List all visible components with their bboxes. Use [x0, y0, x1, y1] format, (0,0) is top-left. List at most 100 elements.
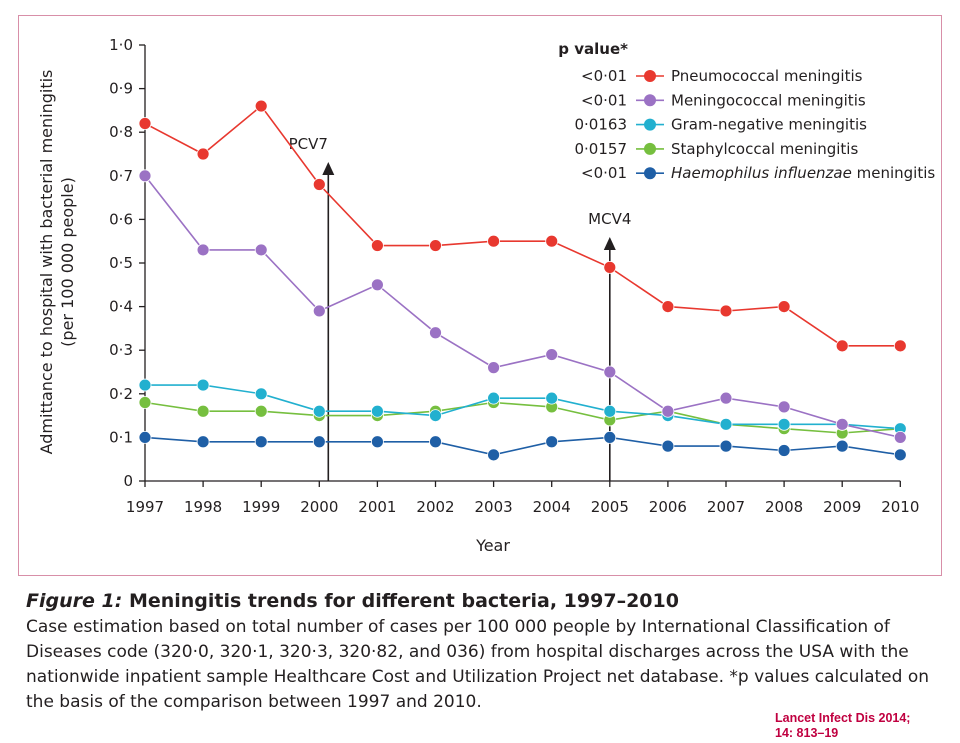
legend-header: p value*	[558, 40, 628, 58]
data-point-gram-negative-meningitis	[777, 417, 791, 431]
series-group	[138, 99, 907, 462]
data-point-staphylcoccal-meningitis	[254, 404, 268, 418]
legend-label-staphylcoccal-meningitis: Staphylcoccal meningitis	[671, 140, 858, 158]
axes: 0 0·1 0·2 0·3 0·4 0·5 0·6 0·7 0·8 0·9 1·0 1997 1998 1…	[109, 36, 919, 516]
pcv7-label: PCV7	[289, 135, 328, 153]
x-axis-label: Year	[475, 536, 510, 555]
y-tick-label: 0	[123, 472, 133, 490]
legend-marker-haemophilus-influenzae-meningitis	[644, 167, 656, 180]
data-point-gram-negative-meningitis	[545, 391, 559, 405]
y-tick-label: 0·4	[109, 298, 133, 316]
data-point-haemophilus-influenzae-meningitis	[429, 435, 442, 449]
x-tick-label: 2000	[300, 498, 338, 516]
data-point-staphylcoccal-meningitis	[196, 404, 210, 418]
data-point-meningococcal-meningitis	[835, 417, 849, 431]
legend-label-haemophilus-influenzae-meningitis: Haemophilus influenzae meningitis	[671, 164, 935, 182]
legend-pvalue-gram-negative-meningitis: 0·0163	[575, 116, 628, 134]
caption-figure-label: Figure 1:	[26, 590, 123, 612]
data-point-pneumococcal-meningitis	[196, 147, 210, 161]
x-tick-label: 2002	[416, 498, 454, 516]
legend-pvalue-pneumococcal-meningitis: <0·01	[581, 67, 627, 85]
data-point-haemophilus-influenzae-meningitis	[254, 435, 268, 449]
data-point-haemophilus-influenzae-meningitis	[719, 439, 733, 453]
y-tick-label: 0·5	[109, 254, 133, 272]
x-tick-label: 2003	[475, 498, 513, 516]
line-chart: 0 0·1 0·2 0·3 0·4 0·5 0·6 0·7 0·8 0·9 1·0 1997 1998 1…	[37, 36, 935, 555]
data-point-pneumococcal-meningitis	[777, 300, 791, 314]
series-staphylcoccal-meningitis	[138, 396, 907, 440]
data-point-meningococcal-meningitis	[661, 404, 675, 418]
data-point-gram-negative-meningitis	[370, 404, 384, 418]
data-point-gram-negative-meningitis	[429, 409, 442, 423]
data-point-gram-negative-meningitis	[254, 387, 268, 401]
y-tick-label: 1·0	[109, 36, 133, 54]
series-line-meningococcal-meningitis	[144, 175, 901, 439]
data-point-meningococcal-meningitis	[719, 391, 733, 405]
data-point-meningococcal-meningitis	[370, 278, 384, 292]
x-tick-label: 2004	[533, 498, 571, 516]
data-point-meningococcal-meningitis	[254, 243, 268, 257]
y-tick-label: 0·7	[109, 167, 133, 185]
series-haemophilus-influenzae-meningitis	[138, 430, 907, 462]
data-point-haemophilus-influenzae-meningitis	[138, 430, 152, 444]
series-line-pneumococcal-meningitis	[144, 104, 901, 347]
legend-label-pneumococcal-meningitis: Pneumococcal meningitis	[671, 67, 863, 85]
mcv4-arrow-head	[603, 237, 616, 250]
data-point-staphylcoccal-meningitis	[138, 396, 152, 409]
x-tick-label: 2001	[358, 498, 396, 516]
data-point-meningococcal-meningitis	[545, 348, 559, 361]
y-axis-label: Admittance to hospital with bacterial me…	[37, 70, 56, 455]
annotations: PCV7 MCV4	[289, 135, 631, 481]
legend: p value* <0·01 Pneumococcal meningitis <0·0…	[558, 40, 935, 182]
x-tick-label: 2009	[823, 498, 861, 516]
data-point-haemophilus-influenzae-meningitis	[196, 435, 210, 449]
series-line-haemophilus-influenzae-meningitis	[144, 436, 901, 456]
data-point-meningococcal-meningitis	[893, 430, 907, 444]
data-point-pneumococcal-meningitis	[603, 260, 617, 274]
chart-frame	[18, 15, 942, 576]
y-tick-label: 0·1	[109, 428, 133, 446]
data-point-pneumococcal-meningitis	[661, 300, 675, 314]
data-point-haemophilus-influenzae-meningitis	[893, 448, 907, 462]
data-point-meningococcal-meningitis	[777, 400, 791, 414]
x-tick-label: 2008	[765, 498, 803, 516]
x-tick-label: 2005	[591, 498, 629, 516]
data-point-haemophilus-influenzae-meningitis	[835, 439, 849, 453]
mcv4-label: MCV4	[588, 210, 631, 228]
series-line-staphylcoccal-meningitis	[144, 401, 901, 434]
data-point-pneumococcal-meningitis	[138, 117, 152, 130]
data-point-haemophilus-influenzae-meningitis	[603, 430, 617, 444]
data-point-pneumococcal-meningitis	[545, 234, 559, 248]
series-gram-negative-meningitis	[138, 378, 907, 436]
series-meningococcal-meningitis	[138, 169, 907, 444]
citation-line-2: 14: 813–19	[775, 726, 839, 740]
data-point-gram-negative-meningitis	[487, 391, 501, 405]
y-tick-label: 0·3	[109, 341, 133, 359]
legend-marker-gram-negative-meningitis	[644, 118, 656, 131]
citation: Lancet Infect Dis 2014; 14: 813–19	[775, 711, 910, 741]
data-point-pneumococcal-meningitis	[719, 304, 733, 318]
data-point-haemophilus-influenzae-meningitis	[487, 448, 501, 462]
x-tick-label: 1997	[126, 498, 164, 516]
legend-label-gram-negative-meningitis: Gram-negative meningitis	[671, 116, 867, 134]
data-point-pneumococcal-meningitis	[312, 178, 326, 191]
legend-label-italic: Haemophilus influenzae	[671, 164, 852, 182]
data-point-pneumococcal-meningitis	[487, 234, 501, 248]
pcv7-arrow-head	[322, 162, 335, 175]
legend-marker-staphylcoccal-meningitis	[644, 142, 656, 155]
data-point-meningococcal-meningitis	[196, 243, 210, 257]
data-point-meningococcal-meningitis	[429, 326, 442, 340]
caption-title: Figure 1: Meningitis trends for differen…	[26, 590, 936, 612]
legend-pvalue-staphylcoccal-meningitis: 0·0157	[575, 140, 628, 158]
data-point-pneumococcal-meningitis	[429, 239, 442, 252]
data-point-gram-negative-meningitis	[312, 404, 326, 418]
x-tick-label: 2010	[881, 498, 919, 516]
legend-marker-pneumococcal-meningitis	[644, 70, 656, 82]
data-point-haemophilus-influenzae-meningitis	[545, 435, 559, 449]
legend-pvalue-meningococcal-meningitis: <0·01	[581, 91, 627, 109]
data-point-pneumococcal-meningitis	[893, 339, 907, 353]
data-point-meningococcal-meningitis	[312, 304, 326, 318]
data-point-haemophilus-influenzae-meningitis	[312, 435, 326, 449]
data-point-pneumococcal-meningitis	[835, 339, 849, 353]
x-tick-label: 1998	[184, 498, 222, 516]
